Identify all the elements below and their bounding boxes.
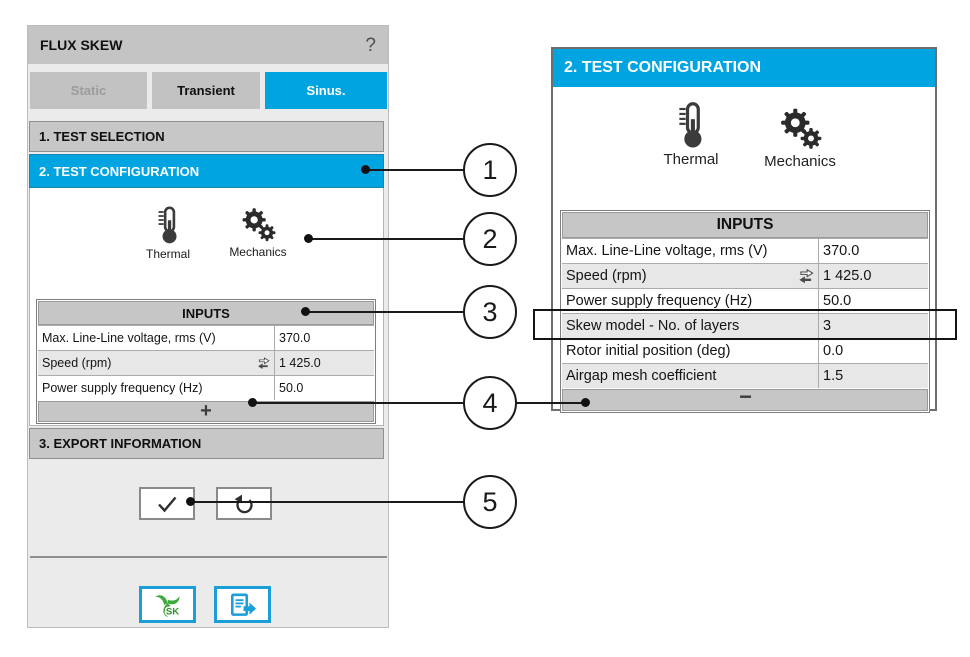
table-row-skew-model: Skew model - No. of layers 3 [562,313,928,338]
row-label: Max. Line-Line voltage, rms (V) [566,243,768,259]
validate-button[interactable] [139,487,195,520]
mechanics-label: Mechanics [764,153,836,170]
tab-sinus[interactable]: Sinus. [265,72,387,109]
minus-icon: − [739,384,752,409]
thermal-label: Thermal [145,247,190,261]
row-value[interactable]: 50.0 [818,289,928,313]
inputs-table-header: INPUTS [562,212,928,238]
test-type-tabs: Static Transient Sinus. [30,72,387,109]
callout-line-3 [308,311,464,313]
callout-line-2 [311,238,464,240]
svg-text:SK: SK [165,606,178,617]
callout-circle-4: 4 [463,376,517,430]
callout-line-4-left [255,402,464,404]
thermal-settings[interactable]: Thermal [132,205,204,261]
callout-dot-4-right [581,398,590,407]
row-label: Power supply frequency (Hz) [566,293,753,309]
table-row: Max. Line-Line voltage, rms (V) 370.0 [38,325,374,350]
callout-dot-4-left [248,398,257,407]
callout-dot-3 [301,307,310,316]
flux-skew-panel: FLUX SKEW ? Static Transient Sinus. 1. T… [27,25,389,628]
callout-circle-3: 3 [463,285,517,339]
mechanics-settings-detail[interactable]: Mechanics [755,107,845,170]
skew-tool-button[interactable]: SK [139,586,196,623]
callout-line-1 [368,169,464,171]
table-row: Rotor initial position (deg) 0.0 [562,338,928,363]
row-label: Speed (rpm) [562,264,818,288]
swap-icon[interactable] [798,268,814,284]
mechanics-label: Mechanics [229,245,287,259]
callout-circle-5: 5 [463,475,517,529]
skew-logo-icon: SK [154,591,181,618]
callout-dot-1 [361,165,370,174]
mechanics-settings[interactable]: Mechanics [218,207,298,259]
inputs-table-detail: INPUTS Max. Line-Line voltage, rms (V) 3… [560,210,930,413]
tab-transient[interactable]: Transient [152,72,260,109]
row-label: Skew model - No. of layers [566,318,740,334]
divider-line [30,556,387,558]
swap-icon[interactable] [257,356,270,370]
row-label: Airgap mesh coefficient [566,368,717,384]
row-label: Max. Line-Line voltage, rms (V) [42,331,216,345]
detail-panel-header: 2. TEST CONFIGURATION [553,49,935,87]
callout-dot-2 [304,234,313,243]
test-configuration-detail-panel: 2. TEST CONFIGURATION Thermal [551,47,937,413]
row-label: Rotor initial position (deg) [566,343,731,359]
section-export-information[interactable]: 3. EXPORT INFORMATION [29,428,384,459]
panel-title: FLUX SKEW [40,37,123,53]
table-row: Max. Line-Line voltage, rms (V) 370.0 [562,238,928,263]
add-row-button[interactable]: + [38,401,374,422]
plus-icon: + [200,399,212,422]
row-label: Speed (rpm) [38,351,274,375]
export-button[interactable] [214,586,271,623]
table-row: Speed (rpm) 1 425.0 [38,350,374,375]
inputs-table: INPUTS Max. Line-Line voltage, rms (V) 3… [36,299,376,424]
row-label: Power supply frequency (Hz) [42,381,203,395]
row-value[interactable]: 50.0 [274,376,374,400]
thermal-label: Thermal [663,151,719,168]
export-document-icon [230,593,256,616]
gears-icon [242,208,276,242]
row-value[interactable]: 370.0 [274,326,374,350]
reset-icon [234,494,253,513]
thermometer-icon [679,102,702,148]
row-value[interactable]: 0.0 [818,339,928,363]
table-row: Speed (rpm) 1 425.0 [562,263,928,288]
callout-circle-1: 1 [463,143,517,197]
remove-row-button[interactable]: − [562,384,928,411]
checkmark-icon [158,496,177,512]
callout-circle-2: 2 [463,212,517,266]
skew-model-highlight-box [533,309,957,340]
tab-static[interactable]: Static [30,72,147,109]
thermometer-icon [158,206,177,244]
thermal-settings-detail[interactable]: Thermal [653,101,729,168]
callout-line-4-right [516,402,586,404]
callout-dot-5 [186,497,195,506]
table-row: Power supply frequency (Hz) 50.0 [562,288,928,313]
reset-button[interactable] [216,487,272,520]
callout-line-5 [193,501,464,503]
table-row: Airgap mesh coefficient 1.5 [562,363,928,388]
row-value[interactable]: 1 425.0 [818,264,928,288]
section-test-selection[interactable]: 1. TEST SELECTION [29,121,384,152]
table-row: Power supply frequency (Hz) 50.0 [38,375,374,400]
help-icon[interactable]: ? [365,34,376,56]
gears-icon [781,108,822,149]
row-value[interactable]: 3 [818,314,928,338]
row-value[interactable]: 1 425.0 [274,351,374,375]
inputs-table-header: INPUTS [38,301,374,325]
row-value[interactable]: 370.0 [818,239,928,263]
row-value[interactable]: 1.5 [818,364,928,388]
section-test-configuration[interactable]: 2. TEST CONFIGURATION [29,154,384,188]
panel-title-bar: FLUX SKEW ? [28,26,388,64]
